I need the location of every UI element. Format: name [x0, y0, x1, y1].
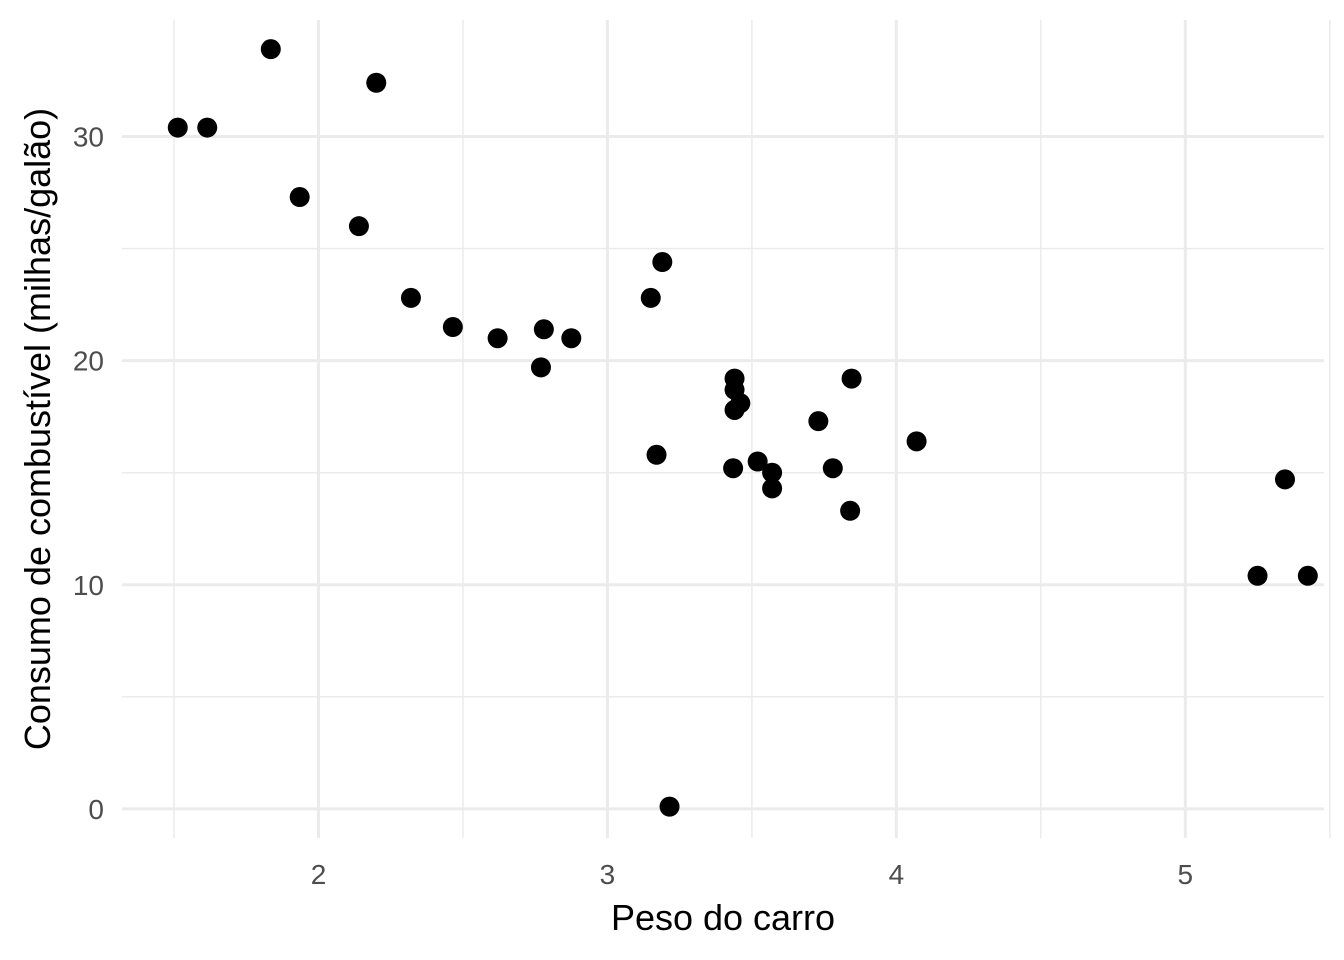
data-point	[289, 187, 310, 208]
data-point	[724, 368, 745, 389]
data-point	[400, 287, 421, 308]
x-tick-label: 3	[600, 859, 616, 890]
y-tick-label: 10	[73, 570, 104, 601]
data-point	[1247, 565, 1268, 586]
y-axis-title: Consumo de combustível (milhas/galão)	[17, 108, 58, 750]
data-point	[533, 319, 554, 340]
data-point	[1297, 565, 1318, 586]
data-point	[724, 399, 745, 420]
data-point	[366, 72, 387, 93]
data-point	[260, 39, 281, 60]
data-point	[487, 328, 508, 349]
data-point	[840, 500, 861, 521]
data-point	[808, 411, 829, 432]
x-tick-label: 2	[311, 859, 327, 890]
data-point	[640, 287, 661, 308]
data-point	[652, 252, 673, 273]
data-point	[646, 444, 667, 465]
data-point	[197, 117, 218, 138]
data-point	[762, 478, 783, 499]
y-tick-label: 20	[73, 346, 104, 377]
x-tick-label: 4	[889, 859, 905, 890]
grid-lines	[122, 20, 1331, 838]
x-axis-title: Peso do carro	[611, 897, 835, 938]
data-point	[167, 117, 188, 138]
data-point	[561, 328, 582, 349]
data-point	[659, 796, 680, 817]
y-tick-label: 30	[73, 122, 104, 153]
data-point	[747, 451, 768, 472]
data-points	[167, 39, 1318, 817]
data-point	[841, 368, 862, 389]
x-tick-label: 5	[1178, 859, 1194, 890]
data-point	[906, 431, 927, 452]
data-point	[1274, 469, 1295, 490]
data-point	[442, 317, 463, 338]
data-point	[822, 458, 843, 479]
data-point	[530, 357, 551, 378]
y-tick-label: 0	[88, 794, 104, 825]
data-point	[762, 462, 783, 483]
tick-labels: 2 3 4 5 0 10 20 30	[73, 122, 1193, 890]
data-point	[348, 216, 369, 237]
data-point	[723, 458, 744, 479]
